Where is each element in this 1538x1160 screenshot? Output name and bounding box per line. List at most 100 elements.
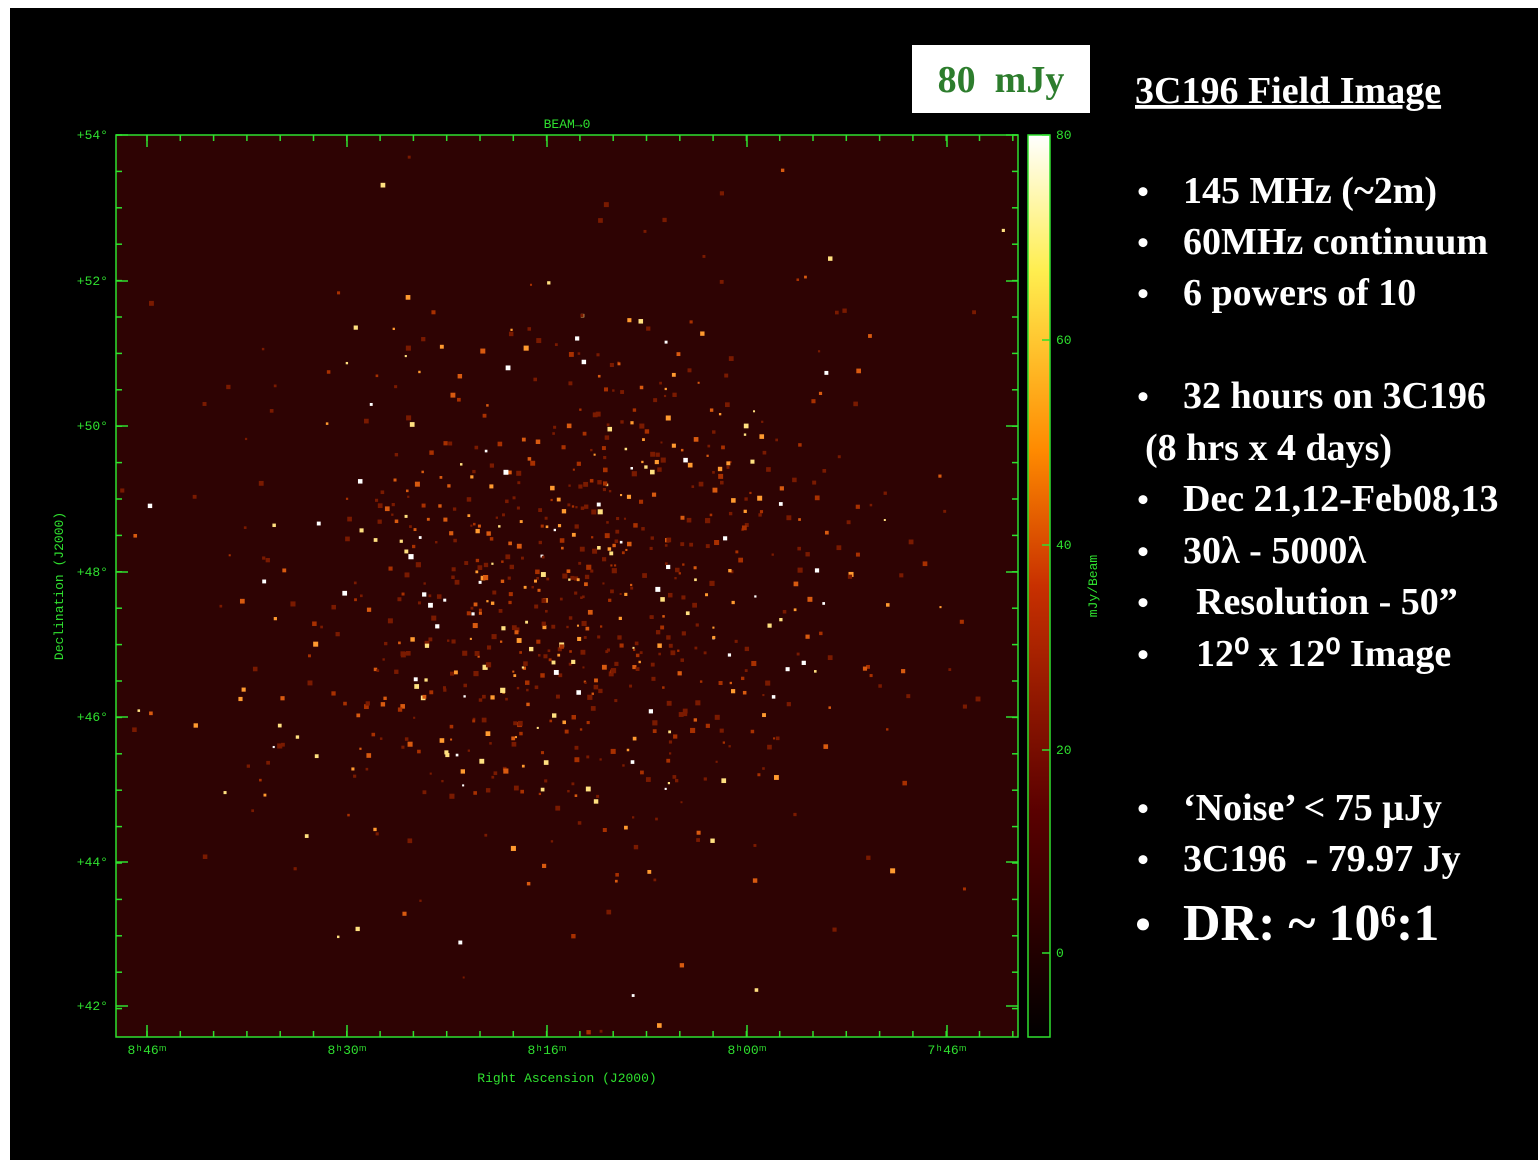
source [620,541,623,544]
source [506,365,511,370]
source [596,795,599,798]
source [398,642,401,645]
slide: BEAM→0 Right Ascension (J2000) Declinati… [0,0,1538,1160]
source [508,542,512,546]
source [543,654,547,658]
source [552,713,556,717]
source [385,506,390,511]
source [732,601,735,604]
source [419,536,422,539]
source [282,568,286,572]
source [767,745,772,750]
source [132,727,137,732]
source [890,868,895,873]
source [408,742,413,747]
source [667,701,672,706]
source [454,670,458,674]
source [706,544,710,548]
source [668,782,670,784]
source [527,327,531,331]
source [381,702,385,706]
source [560,644,564,648]
source [868,334,872,338]
source [486,531,490,535]
source [414,528,417,531]
source [394,479,397,482]
dec-tick-label: +46° [77,710,108,725]
source [652,720,657,725]
source [327,370,331,374]
source [536,338,541,343]
source [622,764,624,766]
source [675,568,680,573]
source [661,458,666,463]
dec-tick-label: +44° [77,855,108,870]
source [606,521,609,524]
source [870,504,873,507]
source [662,615,664,617]
source [666,759,670,763]
source [405,515,408,518]
source [366,701,370,705]
source [686,611,690,615]
source [578,484,582,488]
source [642,438,645,441]
bullet-text: Dec 21,12-Feb08,13 [1183,478,1499,520]
source [605,650,608,653]
source [509,592,513,596]
source [490,537,493,540]
source [687,518,692,523]
source [698,382,700,384]
source [251,809,254,812]
source [675,779,678,782]
source [577,578,580,581]
source [501,580,504,583]
source [712,471,715,474]
source [346,498,348,500]
source [582,621,587,626]
source [615,880,618,883]
bullet-text: Resolution - 50” [1196,581,1458,623]
source [567,424,572,429]
source [476,559,479,562]
source [558,524,561,527]
source [614,699,617,702]
source [599,758,601,760]
source [500,688,505,693]
source [364,419,369,424]
source [342,591,347,596]
source [571,934,575,938]
source [438,504,441,507]
source [749,492,751,494]
source [632,647,634,649]
source [562,445,566,449]
source [555,806,560,811]
source [468,750,470,752]
source [522,666,524,668]
source [753,410,755,412]
source [505,698,508,701]
source [308,680,313,685]
source [805,635,809,639]
source [750,460,754,464]
source [603,456,606,459]
source [358,479,362,483]
source [592,693,594,695]
source [870,674,873,677]
source [353,775,356,778]
source [632,816,634,818]
source [647,870,651,874]
source [673,775,677,779]
source [278,724,282,728]
source [540,673,544,677]
source [610,564,612,566]
source [356,714,360,718]
source [948,668,951,671]
source [600,625,602,627]
source [425,644,429,648]
source [728,569,731,572]
source [636,654,639,657]
source [755,988,759,992]
source [383,697,386,700]
source [620,420,623,423]
